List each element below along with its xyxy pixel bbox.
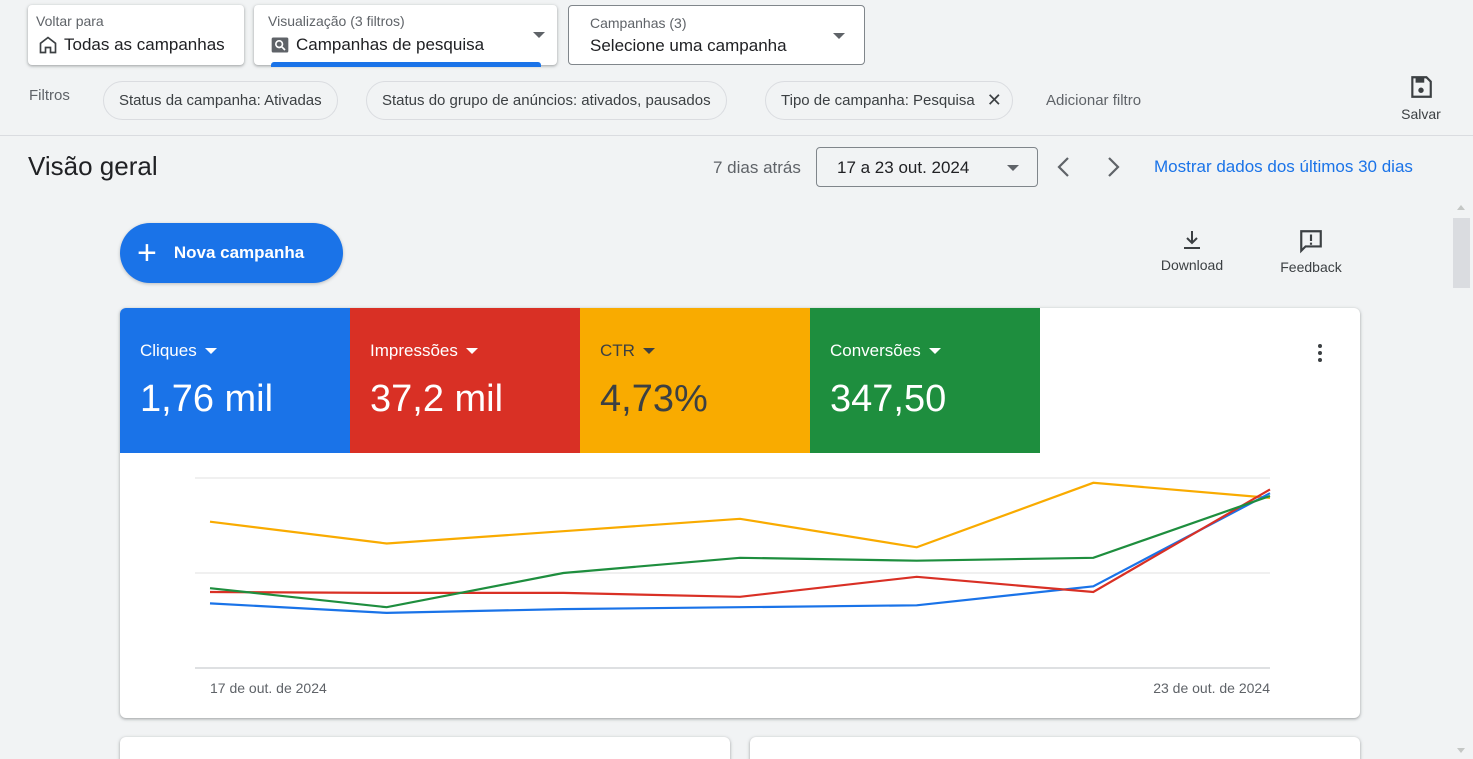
scrollbar-thumb[interactable] bbox=[1453, 218, 1470, 288]
back-label: Voltar para bbox=[36, 13, 104, 29]
filter-chip-label: Status do grupo de anúncios: ativados, p… bbox=[382, 92, 711, 109]
close-icon[interactable]: ✕ bbox=[986, 90, 1002, 110]
metric-value: 1,76 mil bbox=[140, 378, 274, 420]
x-axis-start-label: 17 de out. de 2024 bbox=[210, 680, 327, 696]
scroll-down-arrow[interactable] bbox=[1457, 748, 1465, 753]
feedback-icon bbox=[1300, 230, 1322, 254]
metric-name: Cliques bbox=[140, 341, 197, 360]
new-campaign-button[interactable]: + Nova campanha bbox=[120, 223, 343, 283]
campaign-selector[interactable]: Campanhas (3) Selecione uma campanha bbox=[568, 5, 865, 65]
chevron-right-icon bbox=[1108, 157, 1120, 177]
search-view-icon bbox=[271, 37, 289, 53]
view-selector[interactable]: Visualização (3 filtros) Campanhas de pe… bbox=[254, 5, 557, 67]
view-value: Campanhas de pesquisa bbox=[296, 35, 485, 54]
next-period-button[interactable] bbox=[1103, 156, 1123, 184]
metric-tile-clicks[interactable]: Cliques 1,76 mil bbox=[120, 308, 350, 453]
metric-value: 4,73% bbox=[600, 378, 708, 420]
metric-name: Conversões bbox=[830, 341, 921, 360]
series-line-convers-es bbox=[209, 494, 1271, 609]
bottom-card-right bbox=[750, 737, 1360, 759]
plus-icon: + bbox=[137, 234, 157, 272]
series-line-cliques bbox=[209, 492, 1271, 615]
chevron-down-icon bbox=[1007, 165, 1019, 171]
bottom-card-left bbox=[120, 737, 730, 759]
feedback-label: Feedback bbox=[1280, 259, 1342, 275]
save-icon bbox=[1411, 76, 1432, 98]
metric-value: 347,50 bbox=[830, 378, 947, 420]
filter-chip-campaign-status[interactable]: Status da campanha: Ativadas bbox=[103, 81, 338, 120]
metric-tile-impressions[interactable]: Impressões 37,2 mil bbox=[350, 308, 580, 453]
filter-chip-label: Status da campanha: Ativadas bbox=[119, 92, 322, 109]
filter-chip-label: Tipo de campanha: Pesquisa bbox=[781, 92, 975, 109]
back-value: Todas as campanhas bbox=[64, 35, 225, 54]
filter-bar: Filtros Status da campanha: Ativadas Sta… bbox=[0, 76, 1473, 136]
top-bar: Voltar para Todas as campanhas Visualiza… bbox=[0, 0, 1473, 70]
add-filter-button[interactable]: Adicionar filtro bbox=[1046, 92, 1142, 109]
chevron-left-icon bbox=[1057, 157, 1069, 177]
home-icon bbox=[39, 36, 57, 54]
metric-tile-ctr[interactable]: CTR 4,73% bbox=[580, 308, 810, 453]
caret-down-icon bbox=[928, 348, 941, 354]
more-options-icon[interactable] bbox=[1310, 341, 1330, 365]
chevron-down-icon bbox=[833, 33, 845, 39]
date-range-caption: 7 dias atrás bbox=[713, 158, 801, 177]
filters-label: Filtros bbox=[29, 87, 70, 104]
series-line-ctr bbox=[209, 481, 1271, 549]
date-range-picker[interactable]: 17 a 23 out. 2024 bbox=[816, 147, 1038, 187]
campaigns-label: Campanhas (3) bbox=[590, 15, 687, 31]
save-label: Salvar bbox=[1401, 106, 1441, 122]
previous-period-button[interactable] bbox=[1054, 156, 1074, 184]
date-range-value: 17 a 23 out. 2024 bbox=[837, 158, 970, 177]
feedback-button[interactable]: Feedback bbox=[1277, 228, 1345, 275]
download-button[interactable]: Download bbox=[1157, 228, 1227, 273]
metric-name: Impressões bbox=[370, 341, 458, 360]
show-last-30-days-link[interactable]: Mostrar dados dos últimos 30 dias bbox=[1154, 157, 1413, 176]
chevron-down-icon bbox=[533, 32, 545, 38]
download-label: Download bbox=[1160, 257, 1224, 273]
series-line-impress-es bbox=[209, 488, 1271, 598]
view-label: Visualização (3 filtros) bbox=[268, 13, 405, 29]
back-to-campaigns-selector[interactable]: Voltar para Todas as campanhas bbox=[28, 5, 244, 65]
view-active-indicator bbox=[271, 62, 541, 67]
caret-down-icon bbox=[465, 348, 478, 354]
campaigns-value: Selecione uma campanha bbox=[590, 36, 787, 55]
chart-grid bbox=[195, 477, 1270, 669]
performance-line-chart: 17 de out. de 2024 23 de out. de 2024 bbox=[195, 477, 1271, 696]
chart-series bbox=[209, 481, 1271, 615]
overview-card: Cliques 1,76 mil Impressões 37,2 mil CTR… bbox=[120, 308, 1360, 718]
page-title: Visão geral bbox=[28, 151, 158, 181]
download-icon bbox=[1184, 231, 1200, 249]
scroll-up-arrow[interactable] bbox=[1457, 205, 1465, 210]
metric-tile-conversions[interactable]: Conversões 347,50 bbox=[810, 308, 1040, 453]
filter-chip-adgroup-status[interactable]: Status do grupo de anúncios: ativados, p… bbox=[366, 81, 727, 120]
caret-down-icon bbox=[642, 348, 655, 354]
filter-chip-campaign-type[interactable]: Tipo de campanha: Pesquisa ✕ bbox=[765, 81, 1013, 120]
metric-value: 37,2 mil bbox=[370, 378, 504, 420]
save-button[interactable]: Salvar bbox=[1392, 74, 1450, 122]
metric-name: CTR bbox=[600, 341, 635, 360]
caret-down-icon bbox=[204, 348, 217, 354]
x-axis-end-label: 23 de out. de 2024 bbox=[1153, 680, 1270, 696]
new-campaign-label: Nova campanha bbox=[173, 243, 305, 262]
